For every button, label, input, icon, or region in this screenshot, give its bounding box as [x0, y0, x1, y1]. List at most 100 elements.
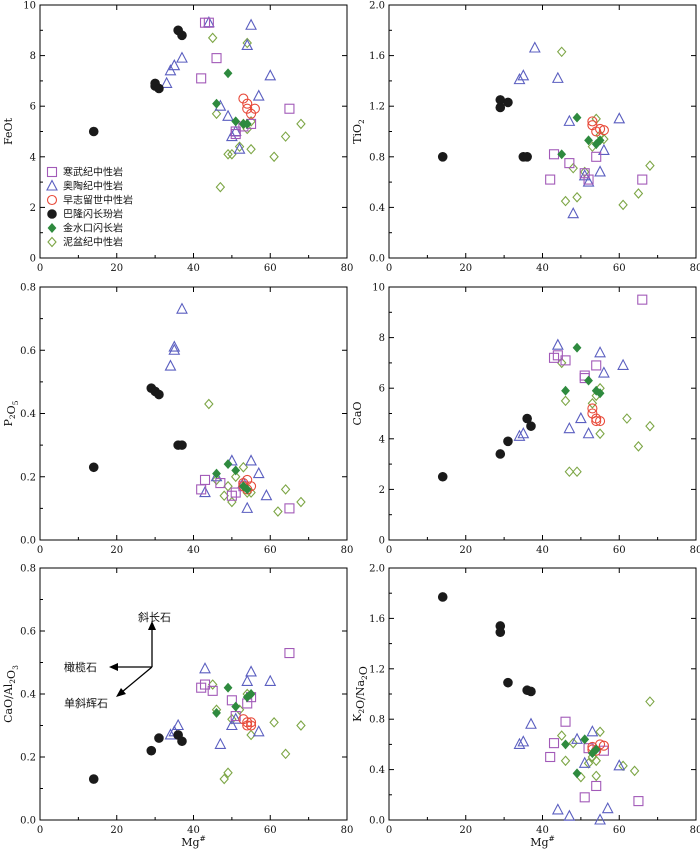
y-tick-label: 6	[379, 384, 385, 395]
data-point	[557, 149, 567, 160]
x-tick-label: 80	[690, 825, 700, 836]
data-point	[146, 745, 157, 756]
data-point	[571, 732, 583, 744]
data-point	[601, 801, 614, 814]
data-point	[560, 395, 571, 407]
data-point	[203, 17, 214, 28]
y-axis-label: P2O5	[2, 400, 20, 426]
data-point	[296, 118, 306, 130]
data-point	[207, 685, 218, 696]
data-point	[579, 166, 590, 178]
data-point	[245, 665, 257, 677]
series-balong	[88, 25, 187, 137]
data-point	[241, 501, 254, 513]
data-point	[580, 734, 590, 745]
y-tick-label: 0	[30, 254, 36, 265]
data-point	[269, 151, 279, 163]
data-point	[154, 733, 164, 743]
data-point	[176, 51, 188, 63]
x-tick-label: 60	[264, 825, 277, 836]
data-point	[284, 647, 295, 659]
y-tick-label: 10	[372, 283, 385, 294]
legend-marker	[47, 209, 57, 219]
series-balong	[88, 730, 187, 784]
y-tick-label: 10	[23, 1, 36, 12]
y-tick-label: 0.4	[20, 409, 36, 420]
data-point	[229, 712, 242, 724]
data-point	[223, 682, 233, 693]
x-tick-label: 80	[341, 263, 354, 274]
y-tick-label: 1.6	[369, 51, 385, 62]
data-point	[264, 69, 277, 81]
data-point	[564, 466, 575, 478]
data-point	[633, 441, 644, 452]
legend-label: 寒武纪中性岩	[63, 166, 123, 179]
data-point	[231, 116, 241, 127]
legend-label: 泥盆纪中性岩	[63, 236, 123, 249]
data-point	[264, 674, 277, 686]
data-point	[210, 470, 223, 482]
y-tick-label: 0.4	[369, 203, 385, 214]
data-point	[582, 427, 595, 439]
data-point	[199, 662, 211, 674]
y-tick-label: 2	[379, 485, 385, 496]
data-point	[591, 360, 602, 371]
y-axis-label: CaO	[351, 402, 364, 426]
x-tick-label: 60	[613, 263, 626, 274]
x-tick-label: 20	[459, 263, 472, 274]
data-point	[215, 478, 226, 489]
series-devonian	[204, 398, 306, 517]
y-tick-label: 8	[379, 333, 385, 344]
data-point	[495, 627, 506, 638]
data-point	[199, 474, 211, 485]
plot-frame	[388, 4, 697, 259]
data-point	[230, 487, 241, 498]
data-point	[242, 118, 252, 129]
y-tick-label: 0.8	[20, 283, 36, 294]
data-point	[495, 449, 506, 459]
series-devonian	[556, 46, 655, 211]
data-point	[246, 108, 257, 119]
x-tick-label: 0	[37, 545, 43, 556]
data-point	[560, 755, 571, 767]
legend-marker	[46, 166, 58, 178]
data-point	[246, 717, 257, 728]
legend-item-devonian: 泥盆纪中性岩	[47, 236, 123, 249]
data-point	[437, 592, 448, 602]
y-tick-label: 0.4	[20, 690, 36, 701]
data-point	[645, 696, 655, 707]
data-point	[241, 38, 254, 51]
series-devonian	[556, 357, 655, 478]
data-point	[204, 398, 214, 410]
clinopyroxene-label: 单斜辉石	[64, 697, 108, 710]
data-point	[503, 97, 513, 108]
series-jinshuikou	[557, 112, 605, 160]
series-ordovician	[164, 302, 273, 513]
data-point	[633, 188, 644, 199]
data-point	[591, 151, 602, 162]
data-point	[177, 736, 187, 747]
data-point	[296, 496, 306, 508]
data-point	[556, 46, 567, 58]
data-point	[88, 126, 99, 137]
data-point	[572, 466, 582, 478]
data-point	[231, 465, 241, 476]
data-point	[591, 770, 601, 782]
data-point	[168, 343, 181, 355]
x-tick-label: 20	[110, 825, 123, 836]
data-point	[212, 98, 221, 109]
series-ordovician	[513, 338, 629, 441]
x-tick-label: 40	[536, 825, 549, 836]
legend-marker	[46, 194, 58, 206]
data-point	[595, 135, 605, 146]
y-tick-label: 0.2	[20, 753, 36, 764]
series-silurian	[238, 93, 260, 119]
y-axis-label: FeOt	[2, 117, 15, 145]
plagioclase-label: 斜长石	[138, 611, 171, 624]
data-point	[280, 131, 291, 142]
data-point	[196, 682, 207, 693]
x-tick-label: 60	[264, 263, 277, 274]
x-tick-label: 80	[341, 545, 354, 556]
